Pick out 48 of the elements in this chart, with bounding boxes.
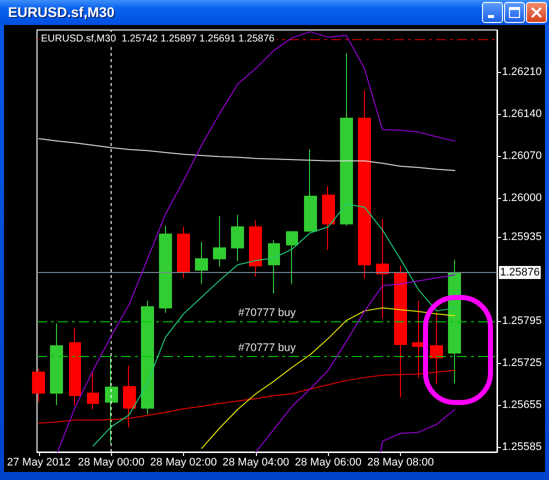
y-tick-label: 1.25795: [502, 315, 542, 328]
line-series: [38, 138, 456, 171]
chart-subtitle: EURUSD.sf,M30 1.25742 1.25897 1.25691 1.25876: [41, 34, 275, 44]
x-tick-label: 28 May 04:00: [222, 456, 290, 468]
y-tick-label: 1.26210: [502, 66, 542, 78]
ref-line-label: 1.25876: [500, 266, 540, 279]
line-series: [92, 204, 456, 446]
candlestick: [322, 186, 335, 250]
candlestick: [249, 220, 262, 278]
y-tick-label: 1.25725: [502, 357, 542, 370]
y-tick-label: 1.26070: [502, 150, 542, 162]
candlestick: [69, 327, 81, 406]
ref-line-label: #70777 buy: [238, 307, 296, 320]
candlestick: [159, 225, 172, 314]
candlestick: [87, 372, 99, 410]
chart-title: EURUSD.sf,M30: [8, 3, 115, 22]
x-tick-label: 28 May 02:00: [150, 456, 217, 468]
line-series: [201, 307, 456, 449]
y-tick-label: 1.26140: [502, 108, 542, 120]
candlestick: [268, 240, 280, 294]
y-tick-label: 1.25655: [502, 399, 542, 412]
candlestick: [213, 216, 226, 268]
x-tick-label: 28 May 06:00: [294, 456, 362, 468]
candlestick: [123, 365, 136, 428]
candlestick: [231, 214, 244, 262]
candlestick: [412, 300, 425, 378]
x-tick-label: 28 May 00:00: [78, 456, 144, 468]
candlestick: [195, 241, 208, 284]
candlestick: [394, 265, 407, 398]
y-tick-label: 1.26000: [502, 192, 542, 204]
candlestick: [32, 368, 45, 403]
x-tick-label: 28 May 08:00: [367, 456, 434, 468]
candlestick: [105, 354, 118, 444]
line-series: [380, 408, 456, 452]
candlestick: [376, 218, 389, 320]
candlestick: [141, 300, 154, 415]
candlestick: [304, 148, 317, 232]
y-tick-label: 1.25935: [502, 231, 542, 244]
x-tick-label: 27 May 2012: [7, 456, 71, 468]
candlestick: [50, 323, 63, 406]
line-series: [38, 370, 456, 424]
candlestick: [430, 312, 443, 385]
candlestick: [340, 52, 353, 226]
candlestick: [286, 230, 298, 284]
candlestick: [177, 226, 190, 278]
y-tick-label: 1.25585: [502, 441, 542, 454]
candlestick: [358, 90, 371, 280]
ref-line-label: #70777 buy: [238, 342, 296, 354]
